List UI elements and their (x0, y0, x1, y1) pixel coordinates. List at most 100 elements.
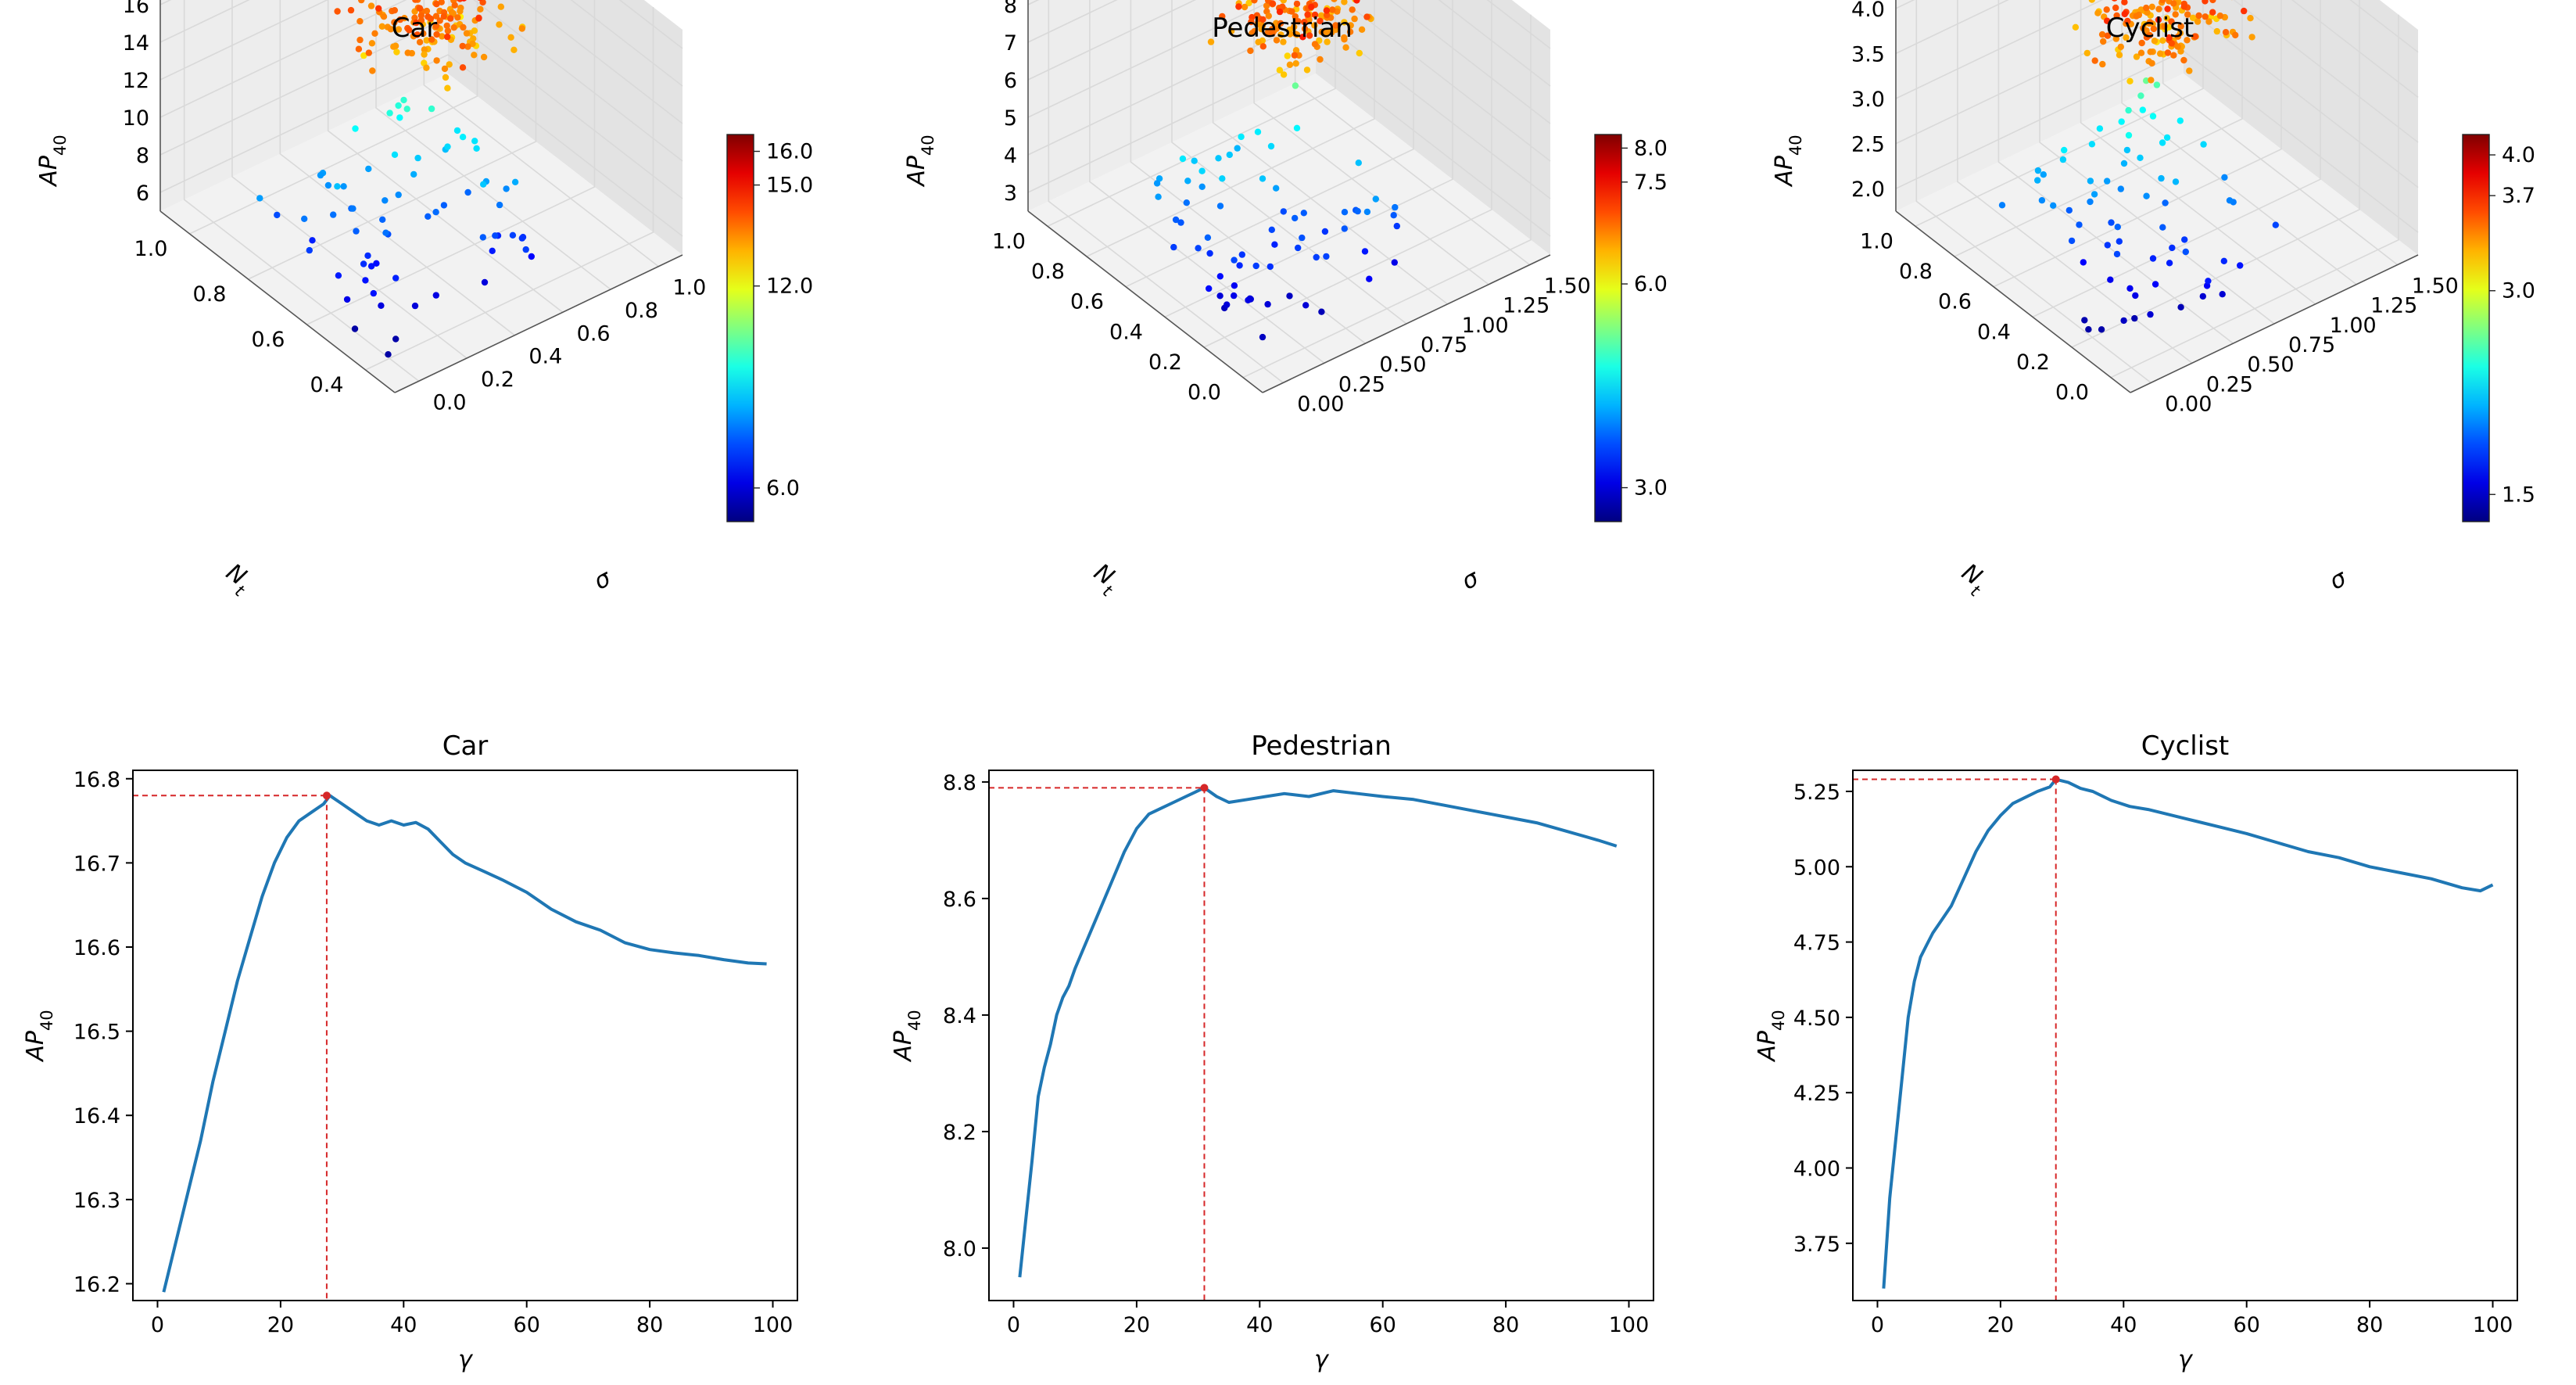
scatter-point (274, 211, 281, 219)
scatter-point (411, 302, 419, 310)
y-tick-label: 0.4 (528, 345, 562, 369)
z-tick-label: 4.0 (1851, 0, 1885, 22)
axis-line-nt (159, 210, 396, 393)
scatter-point (2202, 0, 2209, 5)
scatter-point (432, 13, 440, 20)
scatter-point (2195, 12, 2202, 20)
scatter-point (1372, 196, 1379, 203)
scatter-point (1224, 301, 1231, 308)
grid-line-y (1048, 0, 1284, 384)
scatter-point (2126, 77, 2134, 85)
scatter-point (511, 178, 519, 185)
scatter-point (457, 8, 464, 15)
scatter-point (395, 26, 403, 33)
scatter-point (438, 0, 445, 5)
scatter-point (2155, 16, 2162, 23)
scatter-point (489, 247, 496, 254)
grid-line-x (1954, 0, 2243, 257)
y-tick-label: 5.00 (1793, 856, 1840, 880)
scatter-point (1259, 16, 1267, 23)
y-tick-label: 0.6 (577, 321, 611, 346)
axis-line-sigma (1262, 254, 1551, 393)
scatter-point (369, 67, 376, 74)
scatter-point (309, 237, 316, 244)
scatter-point (518, 235, 525, 242)
scatter-point (1317, 56, 1324, 63)
axis-line-nt (1027, 210, 1263, 393)
scatter-point (2148, 59, 2155, 67)
scatter-point (1183, 199, 1190, 206)
scatter-point (2163, 15, 2170, 22)
grid-line-x (1125, 0, 1414, 288)
scatter-point (1323, 7, 1331, 14)
scatter-point (2091, 57, 2098, 64)
x-axis-label: Nt (1085, 558, 1125, 601)
scatter-point (1358, 26, 1366, 33)
grid-line-z (159, 54, 683, 237)
scatter-point (368, 40, 376, 47)
z-axis-label: AP40 (903, 135, 937, 187)
y-axis-label: σ (589, 564, 616, 595)
scatter-point (441, 65, 449, 73)
z-tick-label: 2.0 (1851, 178, 1885, 202)
x-tick-label: 0.8 (193, 282, 227, 307)
scatter-point (387, 26, 395, 33)
scatter-point (454, 14, 461, 21)
grid-line-x (1993, 0, 2282, 288)
scatter-point (1351, 15, 1358, 23)
scatter-point (1264, 300, 1271, 308)
scatter-point (364, 252, 371, 260)
scatter-point (464, 188, 471, 196)
x-tick-label: 40 (390, 1313, 417, 1337)
scatter-point (1349, 6, 1356, 13)
scatter-point (392, 335, 399, 343)
x-tick-label: 40 (2110, 1313, 2137, 1337)
scatter-point (479, 234, 486, 241)
x-tick-label: 1.0 (134, 237, 168, 261)
scatter-point (2104, 17, 2111, 24)
x-tick-label: 0 (1871, 1313, 1884, 1337)
scatter-point (457, 0, 464, 2)
z-axis-label: AP40 (1771, 135, 1805, 187)
scatter-point (1301, 19, 1308, 26)
scatter-point (1226, 151, 1233, 159)
scatter-point (1342, 44, 1349, 51)
scatter-point (2163, 134, 2171, 142)
scatter-point (2220, 257, 2227, 264)
scatter-point (334, 8, 341, 15)
scatter-point (1286, 30, 1294, 38)
scatter-point (1301, 25, 1309, 32)
scatter-point (2133, 13, 2140, 20)
scatter-point (2113, 12, 2120, 20)
scatter-point (2200, 141, 2207, 148)
scatter-point (464, 43, 471, 50)
x-tick-label: 20 (1123, 1313, 1150, 1337)
scatter3d-car: 6 8 10 12 14 16 0.4 0.6 0.8 1.0 0.0 0.2 0.4 0.6 0.8 1.0… (35, 0, 813, 601)
scatter-point (2124, 17, 2131, 25)
scatter-point (400, 96, 407, 104)
scatter-point (2114, 224, 2121, 231)
scatter-point (2162, 199, 2169, 206)
y-tick-label: 3.75 (1793, 1233, 1840, 1257)
scatter-point (373, 260, 380, 267)
scatter-point (2125, 131, 2133, 139)
scatter-point (2117, 43, 2124, 51)
scatter-point (365, 49, 372, 56)
scatter-point (2170, 0, 2177, 7)
grid-line-z (1027, 0, 1551, 87)
z-tick-label: 6 (136, 181, 149, 206)
colorbar (726, 134, 754, 522)
scatter-point (423, 64, 430, 71)
scatter-point (356, 18, 364, 25)
grid-line-z (159, 0, 683, 162)
scatter-point (2177, 303, 2184, 310)
grid-line-y (1130, 0, 1366, 344)
scatter-point (2221, 174, 2228, 181)
x-axis-label: Nt (217, 558, 257, 601)
scatter-point (475, 15, 482, 22)
scatter-point (1273, 37, 1281, 44)
scatter-point (439, 33, 446, 40)
grid-line-x (2071, 0, 2360, 348)
y-axis-label: AP40 (22, 1010, 56, 1062)
scatter-point (2150, 25, 2158, 33)
